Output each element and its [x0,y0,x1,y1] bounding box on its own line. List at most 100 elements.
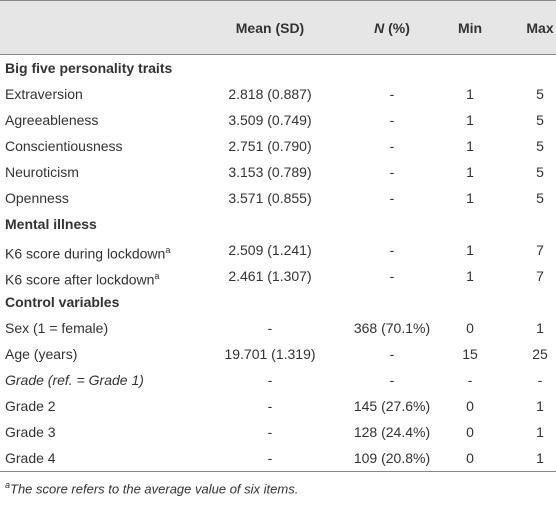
cell: 1 [466,190,474,206]
cell: 5 [536,164,544,180]
table-row: Grade 2 - 145 (27.6%) 0 1 [0,393,556,419]
label-text: Sex (1 = female) [5,320,109,336]
section-label: Big five personality traits [5,55,172,81]
cell: 3.153 (0.789) [228,164,312,180]
column-header: Max [526,20,554,36]
note-marker: a [154,271,160,281]
table-row: Neuroticism 3.153 (0.789) - 1 5 [0,159,556,185]
cell: - [389,242,395,258]
cell: - [267,320,273,336]
footnote-text: The score refers to the average value of… [10,481,299,497]
cell: 15 [462,346,478,362]
label-text: K6 score after lockdown [5,271,155,288]
label-text: Openness [5,190,69,206]
section-row: Control variables [0,289,556,315]
label-text: K6 score during lockdown [5,245,166,262]
label-text: Extraversion [5,86,83,102]
table-row: Grade 3 - 128 (24.4%) 0 1 [0,419,556,445]
cell: 0 [466,450,474,466]
footnote: aThe score refers to the average value o… [5,480,298,496]
cell: 1 [536,320,544,336]
cell: - [537,372,543,388]
cell: 1 [536,398,544,414]
row-label: Grade 3 [5,419,56,445]
cell: - [389,190,395,206]
cell: 5 [536,138,544,154]
cell: - [267,424,273,440]
row-label: Grade 2 [5,393,56,419]
cell: - [389,138,395,154]
row-label: K6 score during lockdowna [5,237,170,267]
cell: 5 [536,190,544,206]
label-text: Grade 4 [5,450,56,466]
table-row: Openness 3.571 (0.855) - 1 5 [0,185,556,211]
label-text: Agreeableness [5,112,99,128]
footnote-marker: a [5,480,11,490]
cell: - [389,268,395,284]
cell: - [267,450,273,466]
cell: - [267,372,273,388]
cell: - [389,164,395,180]
column-header: Min [457,20,483,36]
row-label: Sex (1 = female) [5,315,108,341]
row-label: Grade 4 [5,445,56,471]
table-row: Conscientiousness 2.751 (0.790) - 1 5 [0,133,556,159]
table-row: Grade (ref. = Grade 1) - - - - [0,367,556,393]
cell: 5 [536,112,544,128]
table-row: Extraversion 2.818 (0.887) - 1 5 [0,81,556,107]
cell: 25 [532,346,548,362]
cell: 2.509 (1.241) [228,242,312,258]
row-label: Grade (ref. = Grade 1) [5,367,144,393]
section-label: Control variables [5,289,119,315]
cell: 0 [466,320,474,336]
label-text: Mental illness [5,216,97,232]
cell: 1 [536,424,544,440]
cell: 109 (20.8%) [353,450,431,466]
cell: 3.509 (0.749) [228,112,312,128]
column-header: N (%) [374,20,410,36]
column-header: Mean (SD) [235,20,305,36]
label-text: Grade 2 [5,398,56,414]
cell: 0 [466,424,474,440]
cell: 145 (27.6%) [353,398,431,414]
table-row: Age (years) 19.701 (1.319) - 15 25 [0,341,556,367]
cell: 7 [536,242,544,258]
row-label: Conscientiousness [5,133,123,159]
cell: 1 [466,164,474,180]
table-row: Sex (1 = female) - 368 (70.1%) 0 1 [0,315,556,341]
label-text: Control variables [5,294,120,310]
cell: 1 [466,242,474,258]
label-text: Big five personality traits [5,60,173,76]
cell: 1 [466,268,474,284]
table-row: Grade 4 - 109 (20.8%) 0 1 [0,445,556,471]
cell: 1 [466,86,474,102]
cell: 2.751 (0.790) [228,138,312,154]
table-row: Agreeableness 3.509 (0.749) - 1 5 [0,107,556,133]
cell: 128 (24.4%) [353,424,431,440]
header-row: Mean (SD) N (%) Min Max [0,1,556,55]
cell: 368 (70.1%) [353,320,431,336]
section-row: Big five personality traits [0,55,556,81]
label-text: Neuroticism [5,164,79,180]
row-label: Openness [5,185,69,211]
cell: - [389,86,395,102]
table: Mean (SD) N (%) Min Max Big five personality… [0,0,556,472]
cell: 3.571 (0.855) [228,190,312,206]
cell: 1 [466,112,474,128]
cell: 7 [536,268,544,284]
label-text: Grade 3 [5,424,56,440]
row-label: Agreeableness [5,107,98,133]
section-label: Mental illness [5,211,97,237]
cell: - [389,372,395,388]
cell: 2.818 (0.887) [228,86,312,102]
cell: 5 [536,86,544,102]
table-row: K6 score after lockdowna 2.461 (1.307) - 1 7 [0,263,556,289]
table-row: K6 score during lockdowna 2.509 (1.241) - 1… [0,237,556,263]
cell: 0 [466,398,474,414]
note-marker: a [165,245,171,255]
label-text: Grade (ref. = Grade 1) [5,372,144,388]
row-label: K6 score after lockdowna [5,263,159,293]
cell: - [389,112,395,128]
row-label: Extraversion [5,81,83,107]
